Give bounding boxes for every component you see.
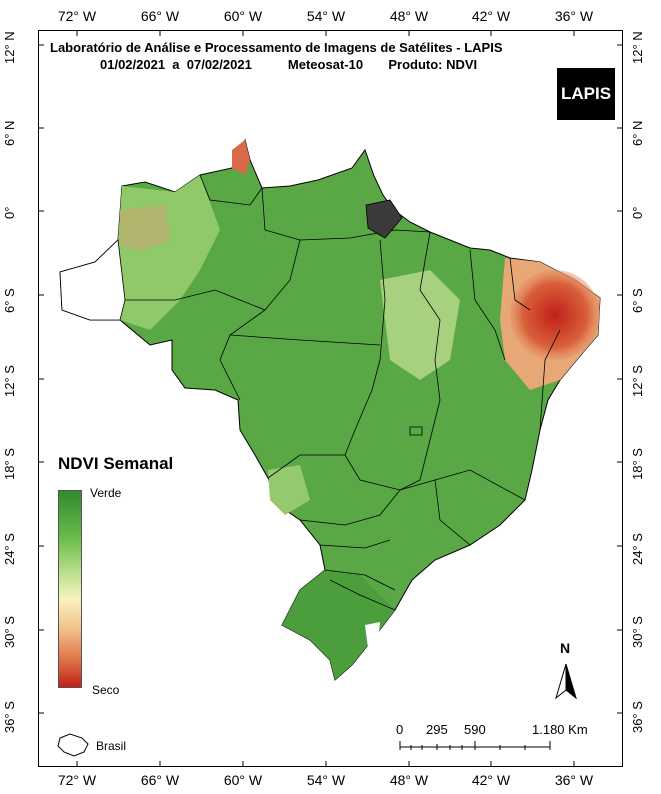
pantanal-light	[268, 465, 310, 515]
legend-outline-label: Brasil	[96, 739, 127, 753]
graticule-ticks	[38, 30, 623, 767]
north-arrow-icon	[555, 663, 577, 700]
brasil-outline-icon	[57, 733, 89, 757]
lon-tick-top: 48° W	[389, 8, 429, 24]
legend-bottom-label: Seco	[92, 683, 120, 697]
scale-label: 0	[396, 722, 404, 737]
lon-tick-top: 42° W	[471, 8, 511, 24]
lon-tick-top: 60° W	[223, 8, 263, 24]
lon-tick-top: 72° W	[57, 8, 97, 24]
scale-label: 1.180 Km	[532, 722, 588, 737]
northwest-dry-area	[59, 239, 126, 321]
marajo-island	[365, 199, 403, 239]
legend-title: NDVI Semanal	[58, 454, 174, 473]
central-savanna	[380, 270, 460, 380]
lon-tick-bottom: 66° W	[140, 772, 180, 788]
header-title-line2: 01/02/2021 a 07/02/2021 Meteosat-10 Prod…	[100, 57, 478, 72]
state-borders	[125, 174, 561, 611]
rs-white-patch	[365, 622, 380, 648]
legend-top-label: Verde	[90, 486, 122, 500]
lon-tick-bottom: 36° W	[554, 772, 594, 788]
northeast-dry-core	[510, 270, 600, 360]
lon-tick-bottom: 72° W	[57, 772, 97, 788]
lon-tick-bottom: 60° W	[223, 772, 263, 788]
lon-tick-bottom: 42° W	[471, 772, 511, 788]
lon-tick-top: 66° W	[140, 8, 180, 24]
ndvi-color-ramp	[58, 490, 82, 688]
lon-tick-bottom: 54° W	[306, 772, 346, 788]
lon-tick-top: 54° W	[306, 8, 346, 24]
lon-tick-top: 36° W	[554, 8, 594, 24]
northwest-dry-patches	[120, 205, 170, 250]
lapis-logo: LAPIS	[557, 68, 615, 120]
north-label: N	[560, 640, 571, 656]
lon-tick-bottom: 48° W	[389, 772, 429, 788]
roraima-dry-patch	[232, 140, 250, 175]
scale-label: 295	[426, 722, 448, 737]
header-title-line1: Laboratório de Análise e Processamento d…	[50, 40, 503, 55]
scale-label: 590	[464, 722, 486, 737]
scale-bar	[399, 741, 551, 750]
